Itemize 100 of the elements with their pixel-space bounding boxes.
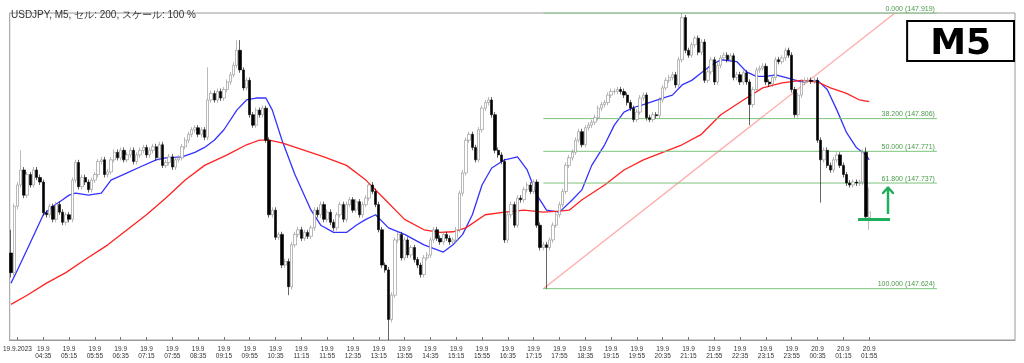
candlestick — [261, 105, 264, 118]
candlestick — [67, 211, 71, 223]
candlestick — [258, 107, 261, 118]
candlestick — [42, 179, 45, 217]
candlestick — [216, 88, 219, 103]
candlestick — [761, 63, 764, 72]
candlestick — [655, 111, 658, 119]
chart-title: USDJPY, M5, セル: 200, スケール: 100 % — [11, 8, 196, 20]
candlestick — [9, 229, 13, 278]
candlestick — [145, 144, 148, 159]
candlestick — [196, 124, 200, 138]
candlestick — [868, 187, 871, 231]
candlestick — [619, 86, 622, 95]
candlestick — [193, 124, 197, 133]
candlestick — [319, 201, 322, 218]
candlestick — [119, 147, 122, 161]
candlestick — [213, 90, 216, 103]
candlestick — [855, 179, 858, 187]
candlestick — [674, 71, 677, 89]
candlestick — [735, 71, 739, 81]
candlestick — [103, 156, 106, 178]
candlestick — [200, 126, 203, 138]
candlestick — [345, 201, 348, 223]
candlestick — [271, 206, 274, 218]
candlestick — [322, 201, 326, 223]
candlestick — [700, 38, 703, 56]
candlestick — [809, 77, 813, 85]
candlestick — [48, 203, 51, 218]
candlestick — [409, 244, 413, 259]
candlestick — [174, 156, 177, 171]
candlestick — [151, 143, 155, 154]
candlestick — [764, 63, 768, 86]
candlestick — [513, 201, 516, 229]
candlestick — [742, 69, 745, 86]
candlestick — [300, 226, 303, 242]
candlestick — [861, 149, 864, 186]
candlestick — [738, 71, 742, 86]
candlestick — [613, 88, 616, 95]
candlestick — [590, 119, 593, 129]
candlestick — [255, 107, 258, 129]
candlestick — [306, 229, 309, 240]
candlestick — [448, 235, 451, 246]
candlestick — [545, 241, 548, 289]
candlestick — [645, 92, 648, 121]
candlestick — [522, 186, 526, 203]
candlestick — [161, 141, 164, 169]
candlestick — [406, 237, 409, 259]
candlestick — [445, 231, 448, 242]
candlestick — [55, 201, 58, 223]
candlestick — [832, 156, 835, 174]
candlestick — [529, 181, 532, 195]
candlestick — [284, 258, 287, 269]
candlestick — [35, 166, 38, 181]
candlestick — [616, 86, 619, 95]
candlestick — [519, 194, 522, 203]
candlestick — [355, 198, 358, 214]
candlestick — [358, 198, 361, 218]
candlestick — [132, 147, 135, 165]
candlestick — [280, 231, 284, 269]
candlestick — [167, 153, 171, 166]
candlestick — [122, 147, 126, 163]
candlestick — [80, 174, 84, 190]
candlestick — [342, 201, 345, 223]
candlestick — [326, 208, 329, 223]
candlestick — [806, 77, 810, 84]
candlestick — [155, 143, 158, 161]
candlestick — [77, 159, 80, 190]
candlestick — [351, 196, 355, 214]
candlestick — [158, 141, 161, 161]
candlestick — [813, 77, 816, 85]
candlestick — [671, 71, 674, 81]
candlestick — [784, 47, 787, 62]
candlestick — [713, 56, 716, 86]
candlestick — [32, 166, 35, 188]
candlestick — [400, 231, 403, 261]
candlestick — [864, 147, 868, 220]
candlestick — [435, 226, 439, 242]
candlestick — [729, 52, 732, 63]
candlestick — [219, 88, 222, 102]
candlestick — [116, 149, 119, 161]
candlestick — [732, 52, 735, 81]
candlestick — [703, 38, 706, 84]
candlestick — [516, 194, 519, 229]
candlestick — [51, 203, 55, 223]
candlestick — [274, 206, 277, 241]
candlestick — [206, 66, 209, 141]
candlestick — [597, 105, 600, 121]
candlestick — [584, 124, 587, 148]
candlestick — [245, 77, 248, 91]
candlestick — [651, 111, 655, 123]
candlestick — [822, 147, 826, 163]
candlestick — [277, 231, 280, 241]
candlestick — [697, 35, 700, 56]
candlestick — [148, 147, 151, 159]
candlestick — [22, 166, 26, 199]
candlestick — [403, 237, 406, 261]
candlestick — [542, 241, 545, 251]
candlestick — [64, 211, 68, 226]
candlestick — [303, 229, 306, 242]
candlestick — [129, 147, 132, 159]
